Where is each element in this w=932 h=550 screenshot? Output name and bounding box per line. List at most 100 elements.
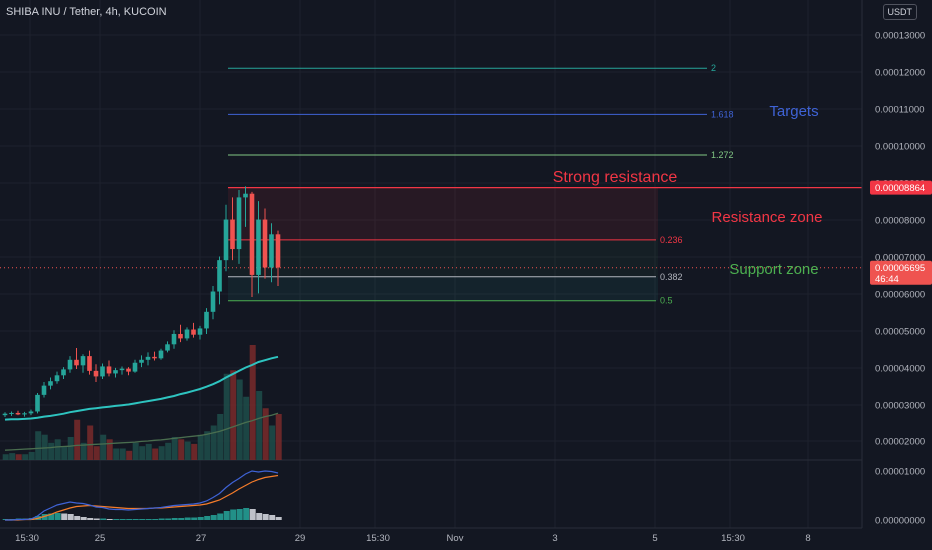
candle-body <box>87 356 92 371</box>
oscillator-histogram-bar <box>256 513 263 520</box>
fib-label-1.618: 1.618 <box>711 109 734 119</box>
volume-bar <box>2 454 9 460</box>
volume-bar <box>243 396 250 460</box>
oscillator-histogram-bar <box>204 516 211 520</box>
candle-body <box>204 311 209 329</box>
volume-bar <box>178 439 185 460</box>
candle-body <box>139 359 144 363</box>
volume-bar <box>217 414 224 460</box>
price-axis[interactable]: 0.00013000 0.00012000 0.00011000 0.00010000… <box>861 0 932 550</box>
oscillator-histogram-bar <box>171 518 178 520</box>
ma-slow-line <box>4 412 279 451</box>
candles[interactable] <box>2 186 281 418</box>
volume-bar <box>67 437 74 460</box>
fib-label-0.236: 0.236 <box>660 235 683 245</box>
price-tick-label: 0.00002000 <box>875 437 925 448</box>
current-price-label: 0.00006695 <box>875 263 925 274</box>
oscillator-histogram-bar <box>139 519 146 520</box>
time-axis[interactable]: 15:30 25 27 29 15:30 Nov 3 5 15:30 8 <box>0 527 862 550</box>
oscillator-fast-line <box>5 470 279 521</box>
zone-fill-mid <box>228 239 658 277</box>
resistance-price-label: 0.00008864 <box>875 183 925 194</box>
volume-bar <box>171 437 178 460</box>
candle-body <box>184 329 190 339</box>
oscillator-histogram-bar <box>230 509 237 520</box>
price-tick-label: 0.00008000 <box>875 216 925 227</box>
time-tick-label: 3 <box>552 533 557 544</box>
candle-body <box>256 219 261 275</box>
candle-body <box>171 333 177 345</box>
fib-label-2: 2 <box>711 63 716 73</box>
oscillator-histogram-bar <box>158 518 165 520</box>
volume-bar <box>61 446 68 460</box>
oscillator-histogram-bar <box>236 509 243 520</box>
support-zone-fill <box>228 276 658 301</box>
volume-bar <box>132 442 139 460</box>
volume-bar <box>256 391 263 460</box>
oscillator-histogram-bar <box>87 518 94 520</box>
candle-body <box>243 193 248 198</box>
candle-body <box>67 359 73 370</box>
candle-body <box>217 260 222 292</box>
volume-bar <box>145 443 152 460</box>
volume-bar <box>22 454 29 460</box>
volume-bar <box>28 451 35 460</box>
fib-levels: 2 1.618 1.272 0.236 0.382 0.5 <box>228 63 734 306</box>
candle-body <box>54 375 60 382</box>
oscillator-histogram-bar <box>210 515 217 520</box>
price-tick-label: 0.00003000 <box>875 401 925 412</box>
oscillator-pane <box>2 470 282 521</box>
oscillator-histogram-bar <box>54 513 61 520</box>
oscillator-histogram-bar <box>80 517 87 520</box>
fib-label-1.272: 1.272 <box>711 150 734 160</box>
volume-bar <box>249 345 256 460</box>
targets-label: Targets <box>769 103 818 120</box>
candle-body <box>48 381 53 386</box>
candle-body <box>236 197 242 250</box>
volume-bar <box>100 434 107 460</box>
symbol-title: SHIBA INU / Tether, 4h, KUCOIN <box>6 6 167 18</box>
candle-body <box>158 350 164 359</box>
volume-bar <box>126 450 133 460</box>
resistance-zone-fill <box>228 187 658 240</box>
candle-body <box>106 366 112 374</box>
volume-bar <box>210 425 217 460</box>
oscillator-histogram-bar <box>106 519 113 520</box>
price-tick-label: 0.00007000 <box>875 253 925 264</box>
time-tick-label: 15:30 <box>721 533 745 544</box>
oscillator-histogram-bar <box>249 509 256 520</box>
candle-body <box>165 344 170 351</box>
volume-bar <box>204 431 211 460</box>
oscillator-histogram-bar <box>126 519 133 520</box>
volume-bar <box>191 443 198 460</box>
oscillator-histogram-bar <box>217 513 224 520</box>
price-tick-label: 0.00010000 <box>875 142 925 153</box>
oscillator-histogram-bar <box>243 508 250 520</box>
oscillator-histogram-bar <box>48 513 55 520</box>
volume-bar <box>113 448 120 460</box>
volume-bar <box>158 446 165 460</box>
fib-label-0.5: 0.5 <box>660 296 673 306</box>
oscillator-histogram-bar <box>152 519 159 520</box>
candle-body <box>80 356 86 366</box>
time-tick-label: 8 <box>805 533 810 544</box>
oscillator-histogram-bar <box>132 519 139 520</box>
candle-body <box>93 370 99 377</box>
volume-bar <box>275 414 282 460</box>
oscillator-histogram-bar <box>275 517 282 520</box>
currency-button[interactable]: USDT <box>882 4 917 20</box>
candle-body <box>74 359 79 366</box>
candle-body <box>269 234 274 268</box>
candle-body <box>35 394 40 412</box>
candle-body <box>197 328 203 335</box>
price-tick-label: 0.00012000 <box>875 68 925 79</box>
candle-body <box>126 368 131 372</box>
time-tick-label: 15:30 <box>15 533 39 544</box>
volume-bar <box>230 370 237 460</box>
oscillator-histogram-bar <box>191 517 198 520</box>
candle-body <box>275 234 281 268</box>
volume-bar <box>48 442 55 460</box>
candle-body <box>230 219 235 250</box>
oscillator-histogram-bar <box>262 514 269 520</box>
